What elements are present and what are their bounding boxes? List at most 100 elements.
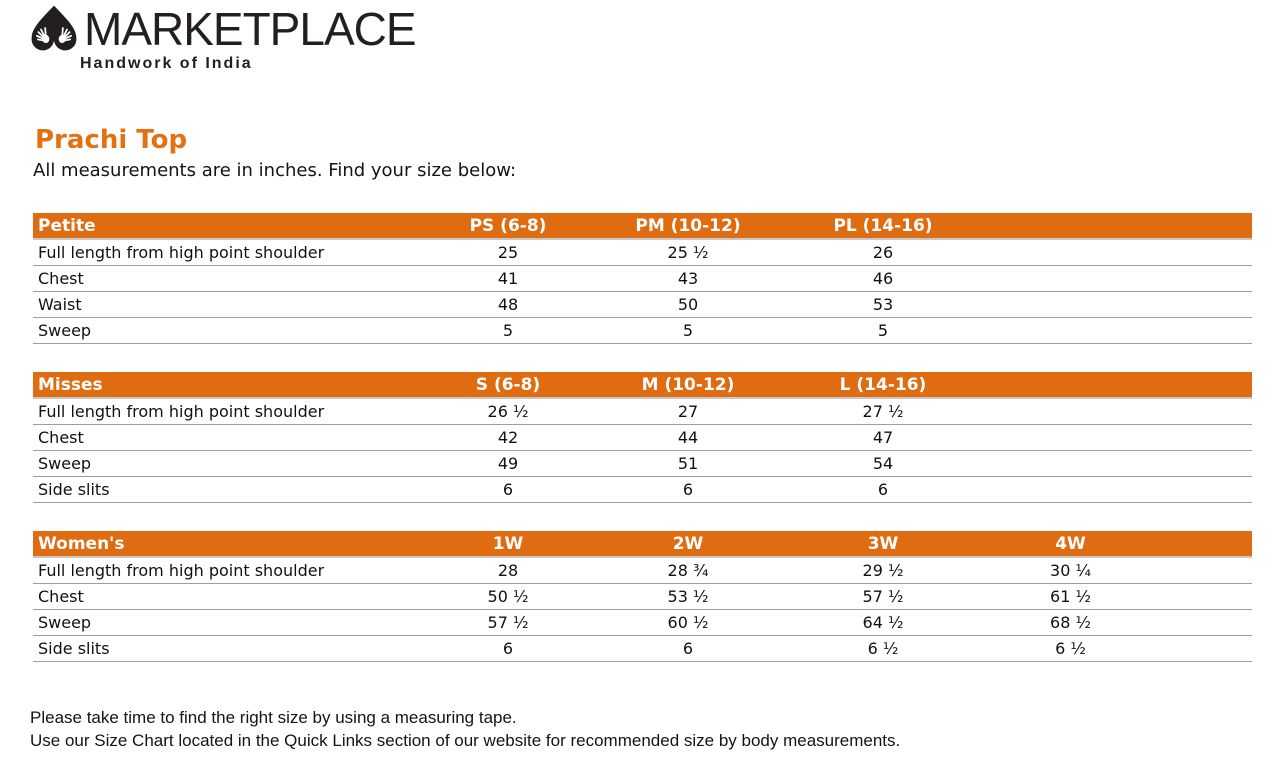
- cell-filler: [1163, 635, 1252, 662]
- cell-value: 27: [588, 398, 788, 425]
- table-title: Misses: [33, 372, 428, 399]
- column-header: 1W: [428, 531, 588, 558]
- cell-value: 29 ½: [788, 557, 978, 584]
- cell-value: 6: [428, 635, 588, 662]
- brand-tagline: Handwork of India: [80, 55, 253, 72]
- row-label: Chest: [33, 424, 428, 451]
- column-header: S (6-8): [428, 372, 588, 399]
- cell-value: 43: [588, 265, 788, 292]
- cell-value: 51: [588, 450, 788, 477]
- table-header-row: Petite PS (6-8) PM (10-12) PL (14-16): [33, 213, 1252, 240]
- row-label: Full length from high point shoulder: [33, 239, 428, 266]
- column-header-filler: [978, 372, 1252, 399]
- cell-value: 26 ½: [428, 398, 588, 425]
- table-title: Women's: [33, 531, 428, 558]
- row-label: Side slits: [33, 635, 428, 662]
- cell-value: 64 ½: [788, 609, 978, 636]
- page-title: Prachi Top: [35, 125, 188, 155]
- cell-value: 46: [788, 265, 978, 292]
- cell-value: 68 ½: [978, 609, 1163, 636]
- cell-filler: [1163, 609, 1252, 636]
- column-header: M (10-12): [588, 372, 788, 399]
- table-row: Full length from high point shoulder 26 …: [33, 398, 1252, 425]
- size-table-petite: Petite PS (6-8) PM (10-12) PL (14-16) Fu…: [33, 213, 1252, 344]
- table-row: Side slits 6 6 6 ½ 6 ½: [33, 635, 1252, 662]
- cell-value: 28: [428, 557, 588, 584]
- cell-value: 53 ½: [588, 583, 788, 610]
- column-header: L (14-16): [788, 372, 978, 399]
- hands-leaf-logo-icon: [31, 5, 77, 51]
- cell-value: 6: [428, 476, 588, 503]
- table-row: Sweep 57 ½ 60 ½ 64 ½ 68 ½: [33, 609, 1252, 636]
- cell-value: 53: [788, 291, 978, 318]
- column-header: PL (14-16): [788, 213, 978, 240]
- cell-filler: [978, 450, 1252, 477]
- cell-filler: [978, 291, 1252, 318]
- cell-value: 5: [588, 317, 788, 344]
- row-label: Waist: [33, 291, 428, 318]
- table-row: Waist 48 50 53: [33, 291, 1252, 318]
- column-header: 3W: [788, 531, 978, 558]
- cell-value: 60 ½: [588, 609, 788, 636]
- footer-notes: Please take time to find the right size …: [30, 706, 1280, 752]
- cell-value: 54: [788, 450, 978, 477]
- note-size-chart: Use our Size Chart located in the Quick …: [30, 731, 901, 750]
- cell-value: 47: [788, 424, 978, 451]
- cell-value: 41: [428, 265, 588, 292]
- table-row: Full length from high point shoulder 28 …: [33, 557, 1252, 584]
- row-label: Chest: [33, 583, 428, 610]
- row-label: Side slits: [33, 476, 428, 503]
- column-header: 2W: [588, 531, 788, 558]
- page-subtitle: All measurements are in inches. Find you…: [33, 160, 517, 181]
- cell-value: 6 ½: [788, 635, 978, 662]
- column-header: 4W: [978, 531, 1163, 558]
- cell-value: 25: [428, 239, 588, 266]
- column-header: PM (10-12): [588, 213, 788, 240]
- row-label: Sweep: [33, 317, 428, 344]
- cell-value: 57 ½: [788, 583, 978, 610]
- table-header-row: Misses S (6-8) M (10-12) L (14-16): [33, 372, 1252, 399]
- table-row: Chest 41 43 46: [33, 265, 1252, 292]
- cell-filler: [978, 424, 1252, 451]
- cell-value: 30 ¼: [978, 557, 1163, 584]
- cell-value: 5: [788, 317, 978, 344]
- row-label: Sweep: [33, 609, 428, 636]
- cell-value: 44: [588, 424, 788, 451]
- cell-filler: [1163, 583, 1252, 610]
- cell-filler: [1163, 557, 1252, 584]
- cell-value: 27 ½: [788, 398, 978, 425]
- cell-value: 6: [588, 476, 788, 503]
- note-measuring-tape: Please take time to find the right size …: [30, 708, 517, 727]
- cell-value: 48: [428, 291, 588, 318]
- row-label: Sweep: [33, 450, 428, 477]
- table-row: Chest 50 ½ 53 ½ 57 ½ 61 ½: [33, 583, 1252, 610]
- size-table-womens: Women's 1W 2W 3W 4W Full length from hig…: [33, 531, 1252, 662]
- cell-value: 50 ½: [428, 583, 588, 610]
- cell-filler: [978, 317, 1252, 344]
- table-header-row: Women's 1W 2W 3W 4W: [33, 531, 1252, 558]
- cell-value: 61 ½: [978, 583, 1163, 610]
- cell-value: 57 ½: [428, 609, 588, 636]
- table-row: Sweep 49 51 54: [33, 450, 1252, 477]
- brand-text: MARKETPLACE Handwork of India: [80, 2, 417, 73]
- cell-value: 50: [588, 291, 788, 318]
- cell-value: 42: [428, 424, 588, 451]
- cell-value: 49: [428, 450, 588, 477]
- brand-header: MARKETPLACE Handwork of India: [0, 0, 1280, 78]
- column-header-filler: [978, 213, 1252, 240]
- column-header: PS (6-8): [428, 213, 588, 240]
- cell-value: 25 ½: [588, 239, 788, 266]
- table-row: Side slits 6 6 6: [33, 476, 1252, 503]
- size-table-misses: Misses S (6-8) M (10-12) L (14-16) Full …: [33, 372, 1252, 503]
- table-row: Chest 42 44 47: [33, 424, 1252, 451]
- table-row: Full length from high point shoulder 25 …: [33, 239, 1252, 266]
- cell-filler: [978, 398, 1252, 425]
- cell-filler: [978, 239, 1252, 266]
- cell-filler: [978, 265, 1252, 292]
- row-label: Full length from high point shoulder: [33, 398, 428, 425]
- column-header-filler: [1163, 531, 1252, 558]
- cell-value: 5: [428, 317, 588, 344]
- cell-value: 26: [788, 239, 978, 266]
- brand-name: MARKETPLACE: [84, 3, 417, 55]
- cell-value: 6: [588, 635, 788, 662]
